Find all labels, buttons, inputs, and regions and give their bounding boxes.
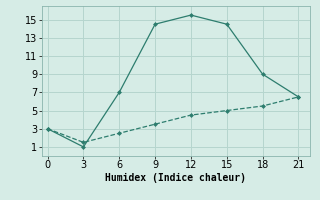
X-axis label: Humidex (Indice chaleur): Humidex (Indice chaleur) [106,173,246,183]
